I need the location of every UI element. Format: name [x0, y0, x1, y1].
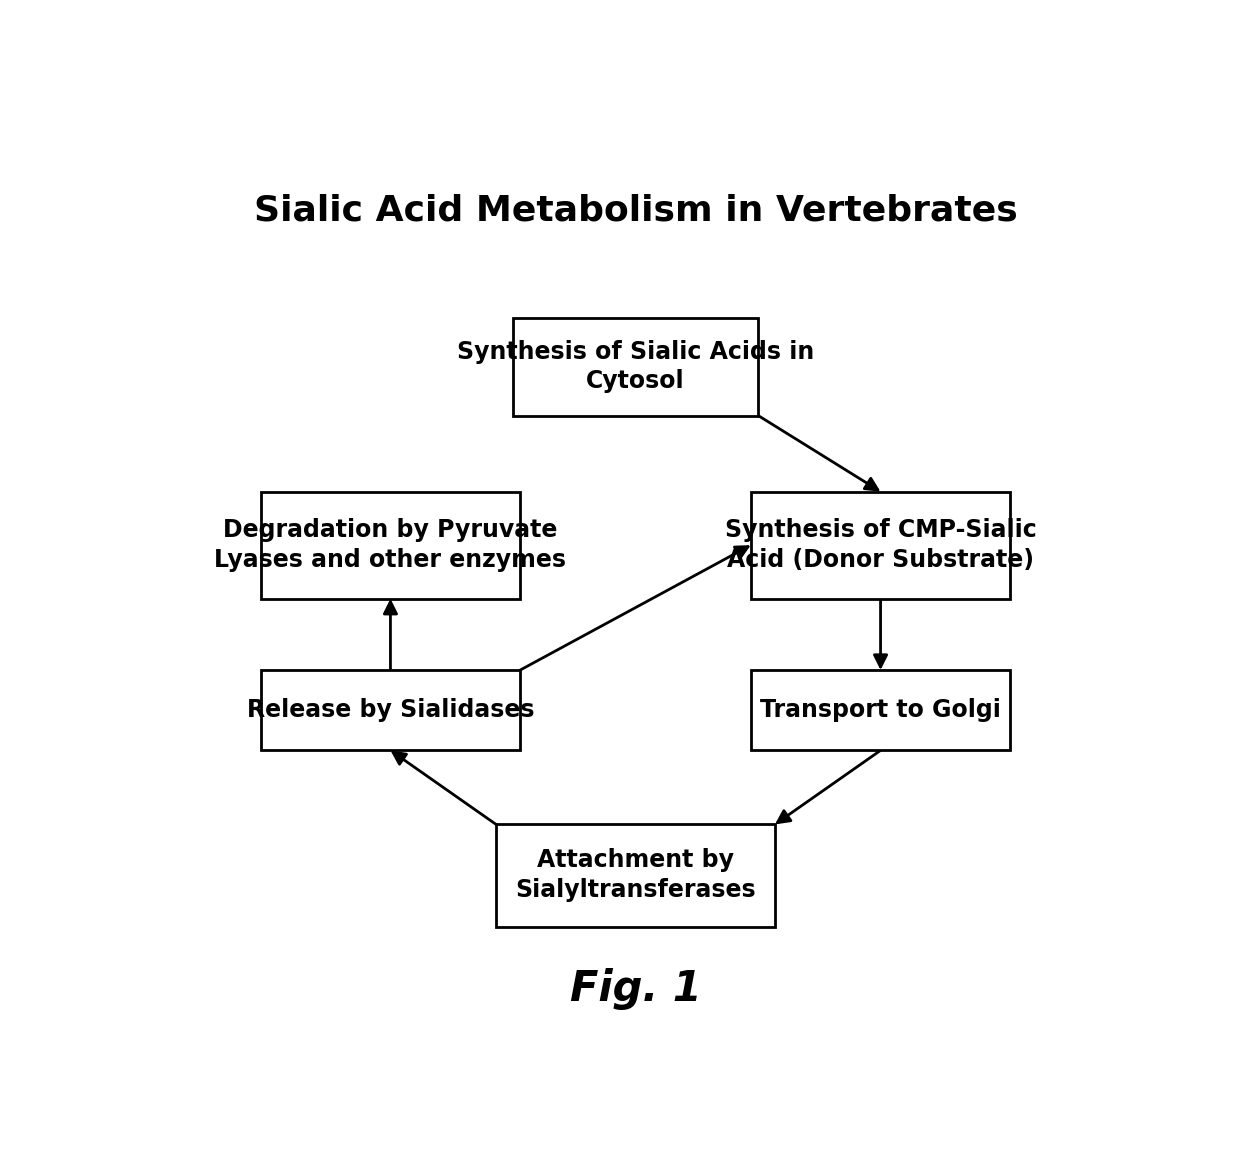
Text: Synthesis of Sialic Acids in
Cytosol: Synthesis of Sialic Acids in Cytosol	[456, 340, 815, 394]
Text: Sialic Acid Metabolism in Vertebrates: Sialic Acid Metabolism in Vertebrates	[254, 194, 1017, 227]
Text: Transport to Golgi: Transport to Golgi	[760, 698, 1001, 722]
Text: Degradation by Pyruvate
Lyases and other enzymes: Degradation by Pyruvate Lyases and other…	[215, 518, 567, 573]
Text: Attachment by
Sialyltransferases: Attachment by Sialyltransferases	[515, 848, 756, 902]
FancyBboxPatch shape	[513, 318, 758, 416]
FancyBboxPatch shape	[260, 491, 521, 599]
FancyBboxPatch shape	[751, 670, 1011, 750]
Text: Release by Sialidases: Release by Sialidases	[247, 698, 534, 722]
Text: Synthesis of CMP-Sialic
Acid (Donor Substrate): Synthesis of CMP-Sialic Acid (Donor Subs…	[724, 518, 1037, 573]
Text: Fig. 1: Fig. 1	[569, 968, 702, 1009]
FancyBboxPatch shape	[751, 491, 1011, 599]
FancyBboxPatch shape	[260, 670, 521, 750]
FancyBboxPatch shape	[496, 824, 775, 927]
